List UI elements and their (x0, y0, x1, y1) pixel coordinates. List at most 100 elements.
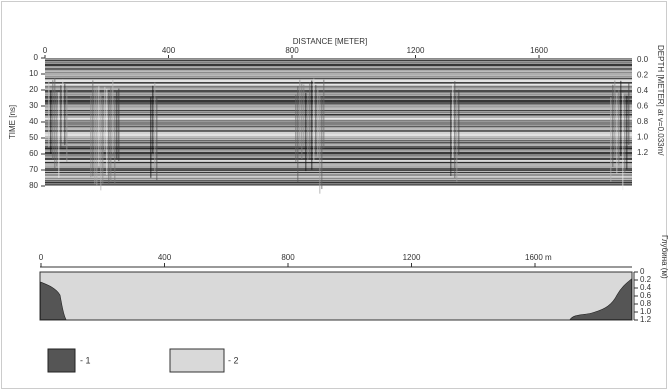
radar-streak (45, 138, 632, 140)
radar-noise (618, 90, 620, 166)
x-tick-label: 800 (281, 253, 295, 262)
radar-noise (64, 84, 66, 146)
bottom-right-axis-title: Глубина (м) (660, 235, 668, 279)
radar-streak (45, 134, 632, 137)
radar-noise (295, 94, 297, 162)
radar-noise (313, 78, 315, 161)
radar-streak (45, 72, 632, 74)
radar-noise (108, 93, 110, 185)
radar-streak (45, 58, 632, 60)
radar-streak (45, 158, 632, 160)
radar-streak (45, 122, 632, 125)
radar-streak (45, 170, 632, 172)
right-tick-label: 0.4 (637, 86, 649, 95)
radar-noise (612, 84, 614, 167)
radar-noise (315, 84, 317, 155)
right-tick-label: 0.8 (640, 299, 652, 308)
radar-streak (45, 74, 632, 76)
left-tick-label: 0 (34, 53, 39, 62)
legend-swatch-1 (47, 348, 76, 373)
x-tick-label: 0 (43, 46, 48, 55)
radar-noise (305, 92, 307, 172)
radar-streak (45, 110, 632, 112)
radar-streak (45, 150, 632, 152)
layer-1-left (40, 281, 67, 320)
radar-noise (48, 80, 50, 148)
radar-streak (45, 144, 632, 146)
left-tick-label: 40 (29, 117, 38, 126)
radar-noise (106, 89, 108, 176)
radar-noise (301, 83, 303, 160)
right-tick-label: 0.2 (640, 275, 652, 284)
right-tick-label: 1.0 (640, 307, 652, 316)
left-axis-title: TIME [ns] (8, 105, 17, 139)
radar-noise (454, 81, 456, 178)
radar-noise (100, 93, 102, 191)
radar-streak (45, 120, 632, 122)
right-tick-label: 0 (640, 267, 645, 276)
radar-noise (60, 85, 62, 149)
radar-streak (45, 154, 632, 157)
radar-noise (154, 82, 156, 173)
radar-streak (45, 146, 632, 149)
right-tick-label: 1.2 (637, 148, 649, 157)
radar-streak (45, 90, 632, 93)
right-tick-label: 0.2 (637, 71, 649, 80)
radargram (45, 58, 632, 194)
radar-noise (614, 80, 616, 157)
radar-streak (45, 68, 632, 70)
radar-noise (110, 86, 112, 183)
radar-streak (45, 62, 632, 64)
radar-streak (45, 70, 632, 72)
radar-noise (102, 97, 104, 184)
x-tick-label: 1200 (407, 46, 425, 55)
radar-streak (45, 114, 632, 116)
radar-streak (45, 130, 632, 132)
radar-noise (616, 92, 618, 174)
radar-noise (52, 80, 54, 160)
radar-noise (114, 97, 116, 185)
right-tick-label: 0.0 (637, 55, 649, 64)
left-tick-label: 80 (29, 181, 38, 190)
radar-streak (45, 184, 632, 186)
radar-noise (90, 96, 92, 178)
radar-streak (45, 126, 632, 128)
radar-streak (45, 164, 632, 166)
right-tick-label: 1.0 (637, 133, 649, 142)
radar-noise (66, 86, 68, 162)
left-tick-label: 10 (29, 69, 38, 78)
radar-streak (45, 94, 632, 96)
right-axis-title: DEPTH [METER] at v=0.033m/ (656, 45, 665, 156)
radar-streak (45, 108, 632, 110)
radar-noise (54, 78, 56, 169)
radar-streak (45, 132, 632, 135)
radar-streak (45, 60, 632, 62)
radar-noise (626, 95, 628, 170)
radar-streak (45, 102, 632, 105)
left-tick-label: 60 (29, 149, 38, 158)
x-tick-label: 1600 (530, 46, 548, 55)
radar-streak (45, 88, 632, 90)
right-tick-label: 0.4 (640, 283, 652, 292)
radar-noise (622, 93, 624, 191)
radar-streak (45, 104, 632, 106)
legend-swatch-2 (169, 348, 225, 373)
radar-noise (299, 79, 301, 147)
radar-streak (45, 160, 632, 162)
radar-streak (45, 140, 632, 142)
radar-streak (45, 84, 632, 86)
radar-noise (610, 97, 612, 182)
radar-streak (45, 172, 632, 174)
right-tick-label: 0.8 (637, 117, 649, 126)
radar-noise (628, 82, 630, 145)
radar-noise (323, 79, 325, 149)
radar-noise (116, 91, 118, 159)
radar-streak (45, 180, 632, 182)
radar-noise (620, 80, 622, 156)
radar-streak (45, 92, 632, 94)
radar-noise (321, 96, 323, 190)
radar-noise (624, 95, 626, 173)
radar-noise (456, 93, 458, 183)
right-tick-label: 0.6 (637, 102, 649, 111)
